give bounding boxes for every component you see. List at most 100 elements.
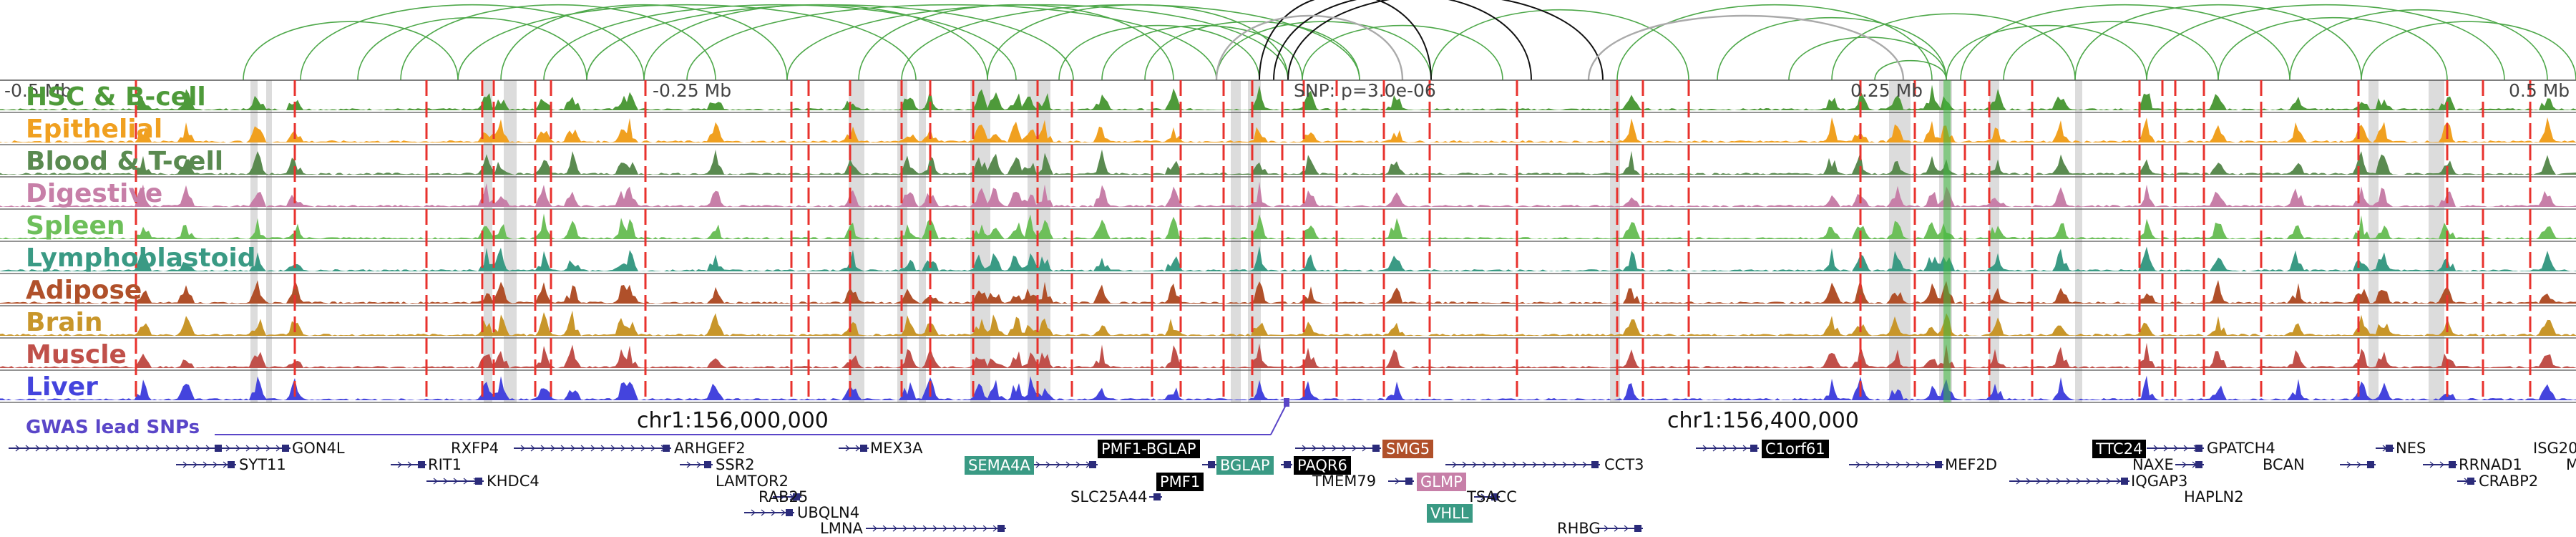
gene-strand-arrow <box>1906 461 1911 468</box>
gene-strand-arrow <box>1875 461 1880 468</box>
interaction-arc <box>457 4 917 81</box>
gene-label-glmp: GLMP <box>1417 473 1466 491</box>
gene-strand-arrow <box>771 509 776 516</box>
gene-strand-arrow <box>155 445 160 452</box>
gene-label-mex3a: MEX3A <box>870 440 923 457</box>
gene-strand-arrow <box>1352 445 1357 452</box>
gene-strand-arrow <box>192 461 197 468</box>
interaction-arc <box>1101 24 1303 81</box>
gene-strand-arrow <box>115 445 120 452</box>
chrom-position-label: chr1:156,000,000 <box>637 408 829 433</box>
gene-label-ssr2: SSR2 <box>716 456 755 473</box>
gene-strand-arrow <box>630 445 635 452</box>
interaction-arc <box>243 21 459 81</box>
gene-strand-arrow <box>580 445 585 452</box>
gene-exon <box>228 461 235 468</box>
gene-strand-arrow <box>922 525 927 532</box>
interaction-arc <box>1058 24 1260 81</box>
track-label-hsc-b-cell: HSC & B-cell <box>26 82 206 112</box>
track-label-digestive: Digestive <box>26 179 163 208</box>
gene-strand-arrow <box>2153 445 2158 452</box>
gene-strand-arrow <box>892 525 897 532</box>
gene-strand-arrow <box>95 445 100 452</box>
gene-strand-arrow <box>1342 445 1347 452</box>
chrom-position-label: chr1:156,400,000 <box>1667 408 1859 433</box>
gene-label-iqgap3: IQGAP3 <box>2131 473 2188 490</box>
gene-label-arhgef2: ARHGEF2 <box>674 440 746 457</box>
gene-exon <box>2386 445 2393 452</box>
gene-annotation-lines <box>9 445 2476 532</box>
gene-strand-arrow <box>1075 461 1080 468</box>
gene-strand-arrow <box>912 525 917 532</box>
interaction-arc <box>1946 24 2147 81</box>
gene-strand-arrow <box>2106 478 2111 485</box>
gene-strand-arrow <box>1916 461 1921 468</box>
track-signal <box>0 213 2576 239</box>
gene-strand-arrow <box>982 525 987 532</box>
gene-strand-arrow <box>952 525 957 532</box>
gene-strand-arrow <box>1302 445 1307 452</box>
gene-strand-arrow <box>2016 478 2021 485</box>
interaction-arc <box>500 4 788 81</box>
interaction-arc <box>2003 21 2219 81</box>
gene-exon <box>786 509 793 516</box>
gene-strand-arrow <box>882 525 887 532</box>
gene-strand-arrow <box>1482 461 1487 468</box>
gene-strand-arrow <box>245 445 250 452</box>
gene-strand-arrow <box>135 445 140 452</box>
gene-strand-arrow <box>2183 445 2188 452</box>
gene-strand-arrow <box>1452 461 1457 468</box>
gene-exon <box>1153 493 1161 500</box>
gene-strand-arrow <box>443 478 448 485</box>
gene-strand-arrow <box>85 445 90 452</box>
gene-strand-arrow <box>2056 478 2061 485</box>
gwas-track <box>215 398 1289 435</box>
gene-strand-arrow <box>105 445 110 452</box>
track-signal <box>0 375 2576 400</box>
track-signal <box>0 342 2576 368</box>
gwas-track-label: GWAS lead SNPs <box>26 417 200 438</box>
gene-strand-arrow <box>972 525 977 532</box>
gene-strand-arrow <box>570 445 575 452</box>
gene-exon <box>1634 525 1641 532</box>
gene-strand-arrow <box>855 445 860 452</box>
interaction-arc <box>1788 37 1947 81</box>
interaction-arc <box>2146 4 2505 81</box>
gene-label-paqr6: PAQR6 <box>1294 456 1351 475</box>
track-signal <box>0 279 2576 304</box>
interaction-arc <box>2289 9 2548 81</box>
gene-strand-arrow <box>407 461 412 468</box>
gene-exon <box>2467 478 2474 485</box>
gene-strand-arrow <box>696 461 701 468</box>
gene-exon <box>2121 478 2128 485</box>
gene-strand-arrow <box>1502 461 1507 468</box>
gene-strand-arrow <box>779 493 784 500</box>
gene-strand-arrow <box>942 525 947 532</box>
gene-label-tsacc: TSACC <box>1467 488 1517 505</box>
gene-strand-arrow <box>1512 461 1517 468</box>
gene-strand-arrow <box>1702 445 1707 452</box>
track-signal <box>0 84 2576 110</box>
gene-label-ttc24: TTC24 <box>2092 440 2147 458</box>
lead-snp-column <box>1943 80 1951 402</box>
gene-exon <box>282 445 289 452</box>
gene-strand-arrow <box>2026 478 2031 485</box>
gene-strand-arrow <box>165 445 170 452</box>
gene-strand-arrow <box>1492 461 1497 468</box>
gene-strand-arrow <box>25 445 30 452</box>
gene-strand-arrow <box>761 509 766 516</box>
gene-strand-arrow <box>1522 461 1527 468</box>
interaction-arc <box>1587 14 1905 81</box>
axis-tick-label: -0.25 Mb <box>653 80 732 101</box>
gwas-lead-snp <box>1284 398 1289 407</box>
gene-label-nes: NES <box>2396 440 2426 457</box>
gene-strand-arrow <box>1065 461 1070 468</box>
gene-exon <box>1591 461 1599 468</box>
gene-strand-arrow <box>1572 461 1577 468</box>
gene-strand-arrow <box>175 445 180 452</box>
gene-strand-arrow <box>2066 478 2071 485</box>
gene-strand-arrow <box>2182 461 2187 468</box>
gene-label-sema4a: SEMA4A <box>965 456 1034 475</box>
